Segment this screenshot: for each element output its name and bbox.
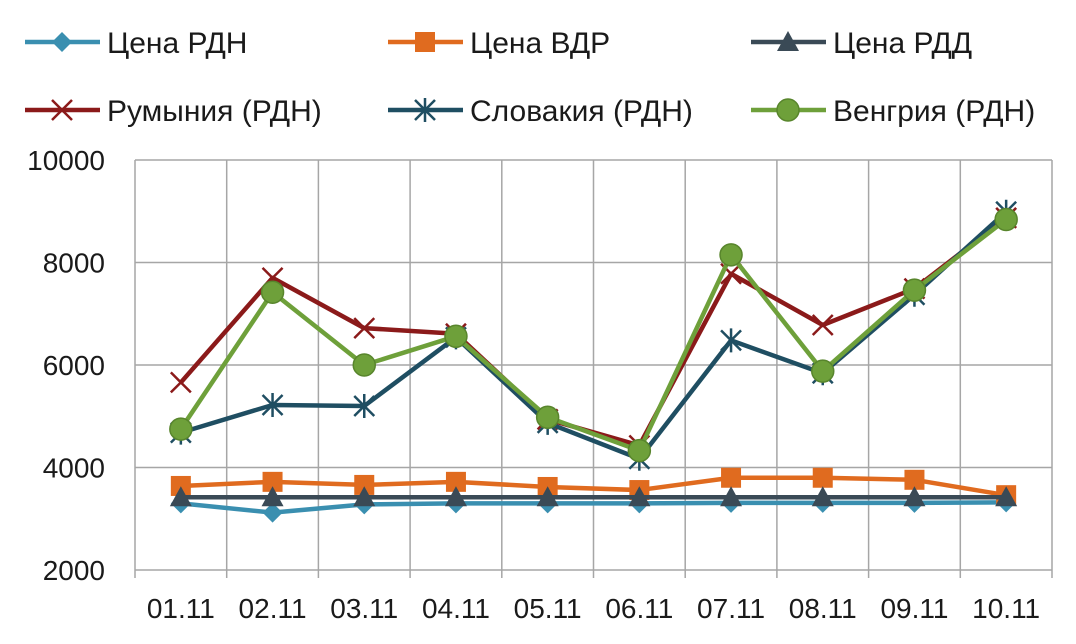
data-point — [995, 486, 1018, 507]
data-point — [904, 469, 925, 490]
legend-item-цена-вдр: Цена ВДР — [388, 27, 610, 60]
data-point — [353, 394, 376, 418]
x-tick-label: 01.11 — [147, 593, 215, 624]
legend-item-цена-рдн: Цена РДН — [25, 27, 247, 60]
data-point — [444, 324, 468, 349]
data-point — [261, 392, 284, 417]
x-tick-label: 07.11 — [697, 593, 765, 624]
series-group — [169, 199, 1018, 523]
data-point — [812, 467, 833, 488]
legend-label: Цена ВДР — [470, 27, 610, 60]
data-point — [902, 278, 927, 302]
data-point — [352, 353, 376, 377]
data-point — [262, 502, 283, 523]
x-tick-label: 10.11 — [972, 593, 1040, 624]
x-axis: 01.11 02.11 03.11 04.11 05.11 06.11 07.11 08.11… — [134, 570, 1053, 624]
y-tick-label: 6000 — [43, 350, 105, 381]
series-венгрия-рдн — [169, 207, 1018, 463]
legend-item-словакия-рдн: Словакия (РДН) — [388, 95, 693, 128]
data-point — [536, 486, 559, 507]
y-axis: 2000 4000 6000 8000 10000 — [27, 145, 105, 586]
data-point — [720, 486, 743, 507]
data-point — [445, 471, 466, 492]
y-tick-label: 4000 — [43, 453, 105, 484]
series-line — [178, 217, 1008, 453]
x-tick-label: 03.11 — [330, 593, 398, 624]
legend-item-венгрия-рдн: Венгрия (РДН) — [751, 95, 1035, 128]
legend-label: Венгрия (РДН) — [833, 95, 1035, 128]
y-tick-label: 10000 — [27, 145, 105, 176]
legend-marker — [777, 31, 799, 51]
legend-item-цена-рдд: Цена РДД — [751, 27, 972, 60]
data-point — [169, 371, 192, 394]
series-цена-вдр — [170, 467, 1017, 506]
y-tick-label: 2000 — [43, 555, 105, 586]
data-point — [354, 474, 375, 495]
x-tick-label: 09.11 — [880, 593, 948, 624]
data-point — [811, 486, 834, 507]
data-point — [170, 475, 191, 496]
data-point — [262, 471, 283, 492]
legend-marker — [776, 98, 800, 122]
y-tick-label: 8000 — [43, 248, 105, 279]
data-point — [169, 486, 192, 507]
legend-label: Румыния (РДН) — [107, 95, 322, 128]
legend-label: Словакия (РДН) — [470, 95, 693, 128]
legend: Цена РДН Цена ВДР Цена РДД Румыния (РДН) Сло… — [25, 27, 1035, 128]
legend-label: Цена РДД — [833, 27, 972, 60]
x-tick-label: 06.11 — [605, 593, 673, 624]
x-tick-label: 02.11 — [239, 593, 307, 624]
legend-marker — [415, 32, 435, 52]
data-point — [353, 486, 376, 507]
data-point — [444, 486, 467, 507]
data-point — [811, 359, 835, 383]
data-point — [719, 243, 743, 267]
series-line — [180, 210, 1008, 462]
legend-item-румыния-рдн: Румыния (РДН) — [25, 95, 322, 128]
data-point — [903, 486, 926, 507]
data-point — [720, 328, 742, 353]
data-point — [628, 486, 651, 507]
legend-marker — [414, 98, 436, 122]
data-point — [721, 467, 742, 488]
series-line — [180, 475, 1007, 498]
legend-marker — [52, 32, 72, 52]
data-point — [535, 405, 560, 430]
data-point — [994, 207, 1018, 232]
legend-label: Цена РДН — [107, 27, 247, 60]
x-tick-label: 04.11 — [422, 593, 490, 624]
legend-marker — [51, 99, 73, 121]
data-point — [261, 486, 284, 507]
x-tick-label: 08.11 — [789, 593, 857, 624]
x-tick-label: 05.11 — [514, 593, 582, 624]
data-point — [353, 317, 376, 339]
data-point — [627, 438, 652, 463]
data-point — [169, 417, 193, 441]
data-point — [811, 314, 834, 336]
data-point — [260, 280, 285, 304]
series-цена-рдд — [169, 486, 1018, 507]
series-line — [180, 500, 1007, 515]
